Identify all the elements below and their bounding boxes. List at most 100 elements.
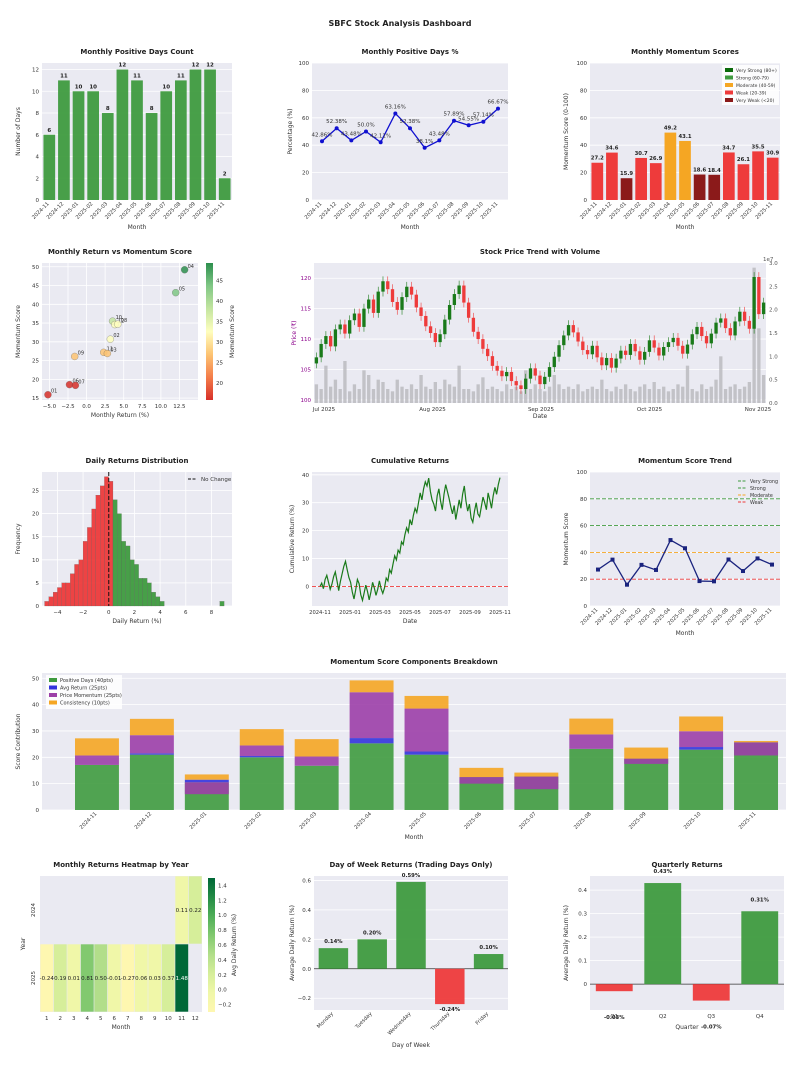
y-axis-label: Momentum Score [563, 512, 570, 565]
y-tick-label: 0.4 [302, 908, 311, 914]
point-label: 06 [72, 379, 78, 385]
volume-bar [519, 391, 523, 403]
data-marker [683, 546, 687, 551]
volume-bar [752, 267, 756, 403]
bar [766, 157, 779, 200]
cumulative_returns-chart: 0 10 20 30 40 Cumulative Returns Date Cumulativ… [289, 457, 511, 625]
x-tick-label: 0.0 [82, 404, 91, 410]
bar [620, 178, 633, 200]
point-label: 11 [107, 346, 113, 352]
colorbar-tick: −0.2 [218, 1003, 231, 1009]
bar-value-label: 0.14% [324, 939, 343, 945]
bar [635, 157, 647, 200]
volume-bar [566, 386, 571, 403]
histogram-bar [112, 499, 118, 607]
bar [741, 911, 779, 985]
stacked-segment [404, 754, 449, 810]
y-tick-label: 10 [32, 782, 39, 788]
stacked-segment [239, 745, 284, 756]
legend-entry: Avg Return (25pts) [60, 686, 107, 692]
volume-bar [495, 389, 499, 403]
histogram-bar [219, 601, 225, 607]
bar-value-label: 18.4 [708, 168, 721, 174]
cell-label: -0.24 [40, 976, 55, 982]
stacked-segment [349, 680, 394, 693]
data-marker [625, 582, 629, 587]
candle-body [328, 336, 333, 347]
bar-value-label: 18.6 [693, 168, 706, 174]
volume-bar [700, 384, 704, 403]
volume-bar [666, 391, 671, 403]
y-tick-label: 100 [299, 61, 310, 67]
candle-body [676, 337, 680, 346]
x-tick-label: 2025-07 [518, 811, 538, 831]
candle-body [343, 324, 347, 334]
cell-label: 0.22 [189, 908, 201, 914]
candle-body [447, 305, 452, 320]
positive_days_pct-title: Monthly Positive Days % [362, 48, 459, 56]
candle-body [485, 348, 490, 357]
histogram-bar [87, 527, 92, 607]
score_components-chart: 0 10 20 30 40 50 Momentum Score Components Bre… [15, 658, 786, 841]
volume-bar [600, 379, 604, 403]
candle-body [505, 371, 509, 377]
y-tick-label: 20 [32, 377, 39, 383]
histogram-bar [129, 559, 135, 607]
data-marker [639, 562, 644, 567]
daily_returns_dist-title: Daily Returns Distribution [86, 457, 189, 465]
return_vs_momentum-chart: 15 20 25 30 35 40 45 50 Monthly Return vs Moment… [15, 248, 236, 419]
volume-bar [348, 391, 352, 403]
candle-body [652, 340, 656, 348]
colorbar-tick: 35 [216, 319, 223, 325]
cell-label: 0.01 [68, 976, 80, 982]
y-tick-label: 120 [301, 276, 312, 282]
x-tick-label: 2025-10 [683, 811, 703, 831]
bar-value-label: 30.7 [635, 151, 648, 157]
volume-bar [685, 365, 690, 403]
x-tick-label: 2024-12 [134, 811, 154, 831]
x-tick-label: 2025-02 [244, 811, 264, 831]
volume-bar [723, 389, 728, 403]
colorbar [206, 263, 213, 400]
x-tick-label: 12 [192, 1016, 199, 1022]
heatmap-cell [161, 944, 175, 1012]
data-marker [726, 557, 731, 562]
volume-bar [628, 389, 633, 403]
returns_heatmap-plot-area [40, 876, 202, 1012]
stacked-segment [75, 738, 119, 756]
bar-value-label: 2 [223, 171, 227, 177]
candle-body [400, 297, 404, 310]
y-tick-label: 60 [302, 116, 309, 122]
candle-body [462, 285, 466, 303]
cumulative-line [319, 477, 501, 603]
candle-body [362, 308, 366, 327]
volume-bar [509, 389, 514, 403]
data-label: 42.86% [312, 132, 333, 138]
y-tick-label: 10 [32, 89, 39, 95]
volume-bar [543, 391, 547, 403]
y-tick-label: 0.6 [302, 878, 311, 884]
x-axis-label: Month [405, 834, 424, 841]
volume-bar [405, 389, 409, 403]
candle-body [638, 351, 642, 360]
colorbar-tick: 1.0 [218, 913, 227, 919]
candle-body [671, 337, 675, 343]
scatter-point [172, 289, 180, 297]
candle-body [566, 325, 571, 336]
volume-bar [614, 386, 618, 403]
candle-body [609, 357, 614, 368]
x-tick-label: 12.5 [173, 404, 186, 410]
data-marker [654, 567, 658, 572]
x-tick-label: 2025-06 [463, 811, 483, 831]
positive_days_count-chart: 0 2 4 6 8 10 12 Monthly Positive Days Count Mont… [15, 48, 232, 231]
y-tick-label: 20 [580, 577, 587, 583]
bar [723, 152, 735, 200]
stacked-segment [679, 747, 724, 750]
price_trend-title: Stock Price Trend with Volume [480, 248, 601, 256]
candle-body [752, 277, 756, 329]
candle-body [647, 340, 652, 352]
volume-bar [757, 328, 761, 403]
bar [145, 113, 158, 200]
x-tick-label: −5.0 [43, 404, 57, 410]
point-label: 02 [113, 333, 119, 339]
